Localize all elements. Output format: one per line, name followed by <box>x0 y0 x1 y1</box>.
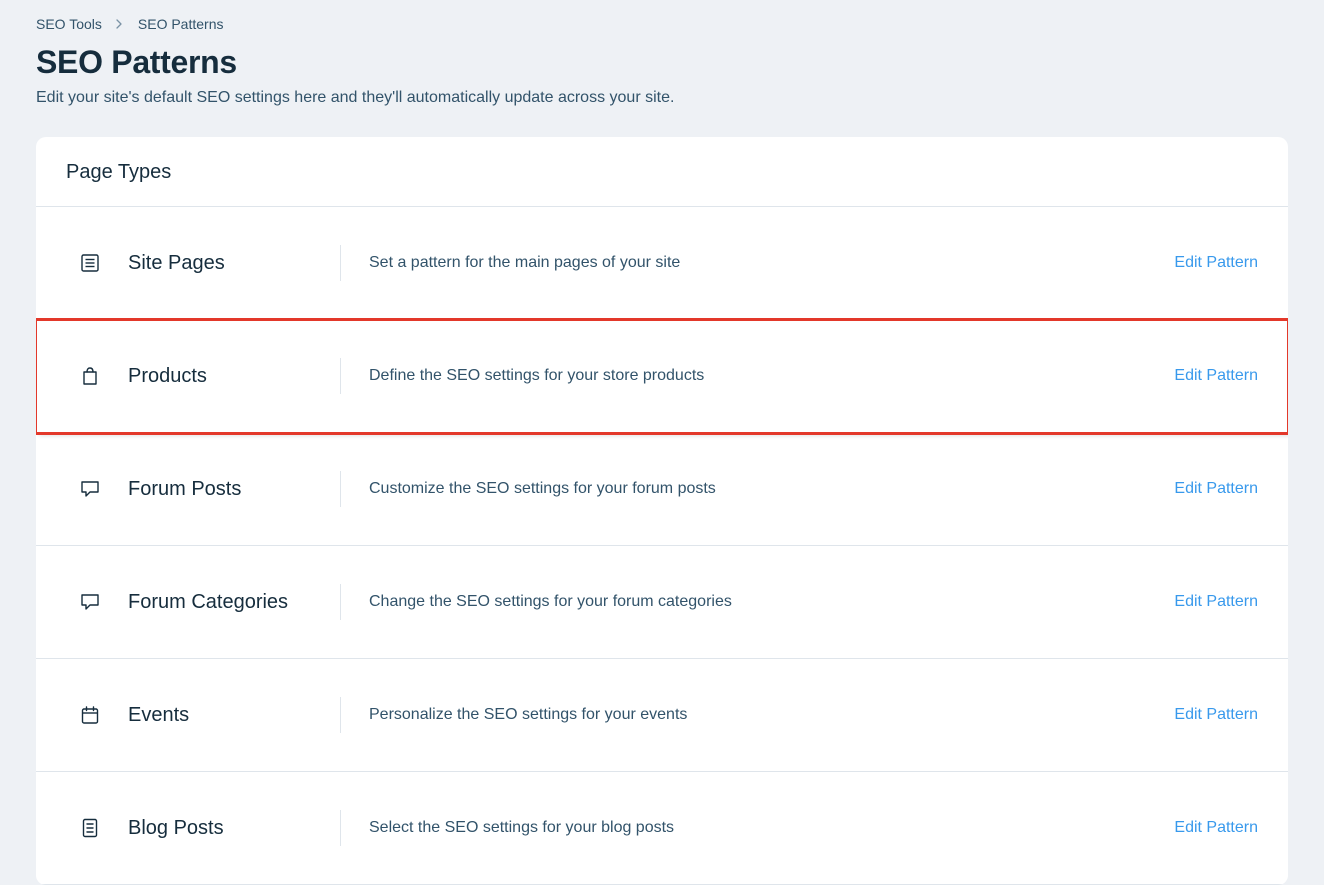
divider <box>340 584 341 620</box>
pages-icon <box>80 253 100 273</box>
rows-list: Site Pages Set a pattern for the main pag… <box>36 207 1288 885</box>
page-types-card: Page Types Site Pages Set a pattern for t… <box>36 137 1288 885</box>
page-type-row: Forum Posts Customize the SEO settings fo… <box>36 433 1288 546</box>
edit-pattern-link[interactable]: Edit Pattern <box>1174 819 1258 837</box>
row-label: Forum Posts <box>128 478 340 501</box>
page-type-row: Products Define the SEO settings for your… <box>36 320 1288 433</box>
edit-pattern-link[interactable]: Edit Pattern <box>1174 367 1258 385</box>
edit-pattern-link[interactable]: Edit Pattern <box>1174 480 1258 498</box>
calendar-icon <box>80 705 100 725</box>
breadcrumb: SEO Tools SEO Patterns <box>36 16 1288 32</box>
page-type-row: Site Pages Set a pattern for the main pag… <box>36 207 1288 320</box>
row-description: Customize the SEO settings for your foru… <box>369 480 1154 498</box>
row-label: Events <box>128 704 340 727</box>
edit-pattern-link[interactable]: Edit Pattern <box>1174 706 1258 724</box>
row-label: Blog Posts <box>128 817 340 840</box>
divider <box>340 471 341 507</box>
divider <box>340 358 341 394</box>
row-label: Forum Categories <box>128 591 340 614</box>
card-header-title: Page Types <box>66 161 1258 184</box>
row-description: Set a pattern for the main pages of your… <box>369 254 1154 272</box>
row-description: Change the SEO settings for your forum c… <box>369 593 1154 611</box>
breadcrumb-item[interactable]: SEO Tools <box>36 16 102 32</box>
divider <box>340 810 341 846</box>
page-container: SEO Tools SEO Patterns SEO Patterns Edit… <box>0 0 1324 885</box>
row-label: Site Pages <box>128 252 340 275</box>
row-description: Define the SEO settings for your store p… <box>369 367 1154 385</box>
page-subtitle: Edit your site's default SEO settings he… <box>36 89 1288 107</box>
page-type-row: Events Personalize the SEO settings for y… <box>36 659 1288 772</box>
page-title: SEO Patterns <box>36 44 1288 81</box>
chat-icon <box>80 592 100 612</box>
card-header: Page Types <box>36 137 1288 207</box>
page-type-row: Blog Posts Select the SEO settings for yo… <box>36 772 1288 885</box>
divider <box>340 697 341 733</box>
breadcrumb-item[interactable]: SEO Patterns <box>138 16 224 32</box>
edit-pattern-link[interactable]: Edit Pattern <box>1174 593 1258 611</box>
row-label: Products <box>128 365 340 388</box>
chat-icon <box>80 479 100 499</box>
page-type-row: Forum Categories Change the SEO settings … <box>36 546 1288 659</box>
edit-pattern-link[interactable]: Edit Pattern <box>1174 254 1258 272</box>
row-description: Select the SEO settings for your blog po… <box>369 819 1154 837</box>
product-icon <box>80 366 100 386</box>
chevron-right-icon <box>116 19 124 29</box>
divider <box>340 245 341 281</box>
row-description: Personalize the SEO settings for your ev… <box>369 706 1154 724</box>
blog-icon <box>80 818 100 838</box>
